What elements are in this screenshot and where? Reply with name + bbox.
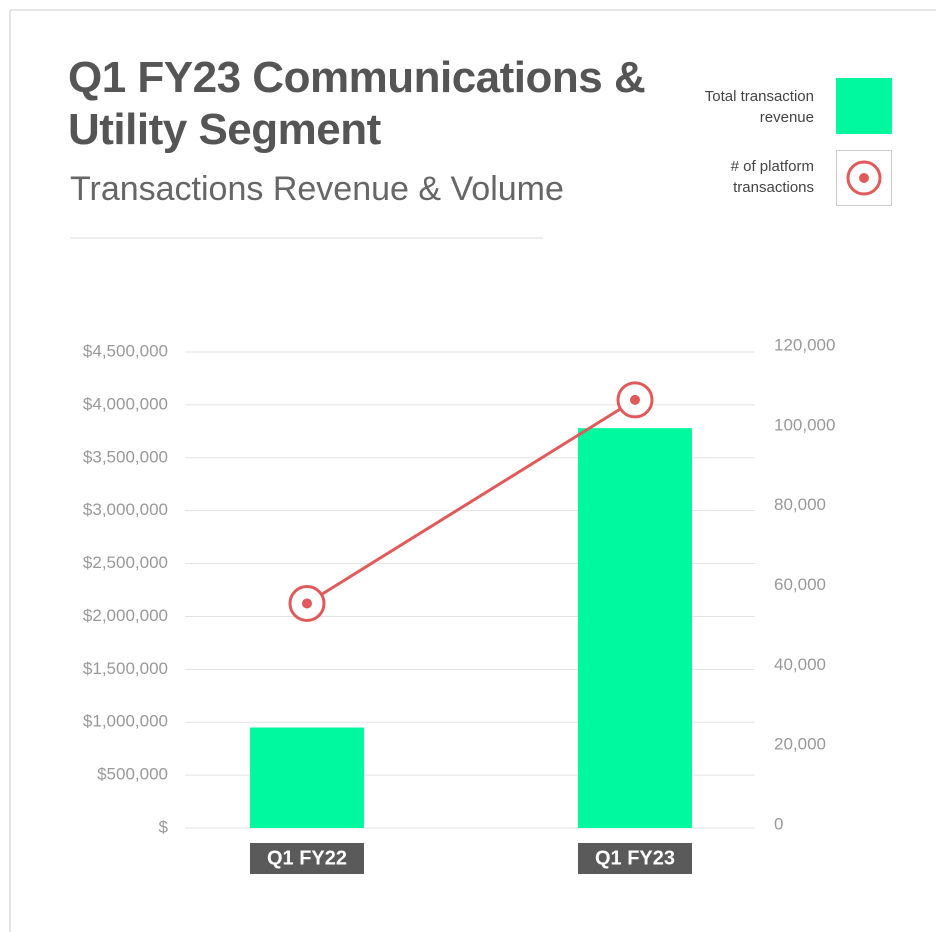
y-tick-label: $1,000,000 xyxy=(83,712,168,731)
y2-tick-label: 40,000 xyxy=(774,655,826,674)
legend-swatch-dot xyxy=(859,173,869,183)
y2-tick-label: 60,000 xyxy=(774,575,826,594)
chart-subtitle: Transactions Revenue & Volume xyxy=(70,170,564,208)
y-tick-label: $2,500,000 xyxy=(83,553,168,572)
y-tick-label: $4,000,000 xyxy=(83,394,168,413)
y-tick-label: $1,500,000 xyxy=(83,659,168,678)
y2-tick-label: 20,000 xyxy=(774,735,826,754)
line-marker-dot xyxy=(302,598,312,609)
legend-swatch-box xyxy=(836,150,892,206)
bar xyxy=(578,428,692,828)
bar xyxy=(250,727,364,828)
y-tick-label: $500,000 xyxy=(97,765,168,784)
y-tick-label: $2,000,000 xyxy=(83,606,168,625)
y2-tick-label: 120,000 xyxy=(774,335,835,354)
y-tick-label: $3,500,000 xyxy=(83,447,168,466)
legend-label: # of platform transactions xyxy=(730,158,814,196)
y2-tick-label: 0 xyxy=(774,814,783,833)
y2-tick-label: 100,000 xyxy=(774,415,835,434)
x-tick-label: Q1 FY23 xyxy=(595,847,675,869)
y-tick-label: $4,500,000 xyxy=(83,341,168,360)
y-tick-label: $3,000,000 xyxy=(83,500,168,519)
y2-tick-label: 80,000 xyxy=(774,495,826,514)
x-tick-box xyxy=(250,843,364,874)
x-tick-box xyxy=(578,843,692,874)
chart-title: Q1 FY23 Communications & Utility Segment xyxy=(68,53,646,154)
line-marker-dot xyxy=(630,394,640,405)
y-tick-label: $ xyxy=(159,817,169,836)
line xyxy=(306,398,636,605)
legend-swatch-bar xyxy=(836,78,892,134)
legend-label: Total transaction revenue xyxy=(704,88,814,126)
x-tick-label: Q1 FY22 xyxy=(267,847,347,869)
